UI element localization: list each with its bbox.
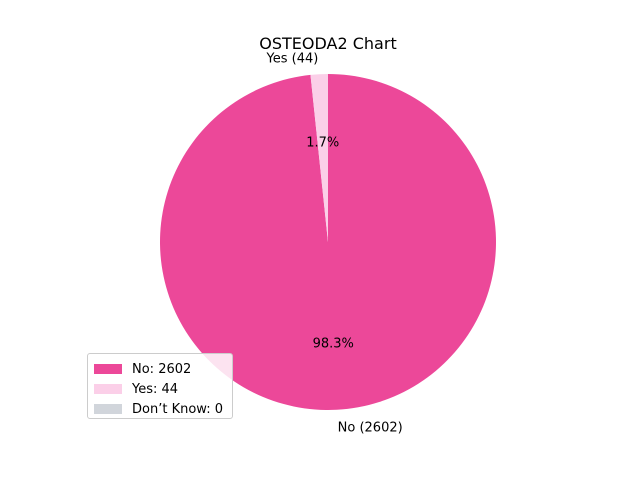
legend-label-yes: Yes: 44 [132, 381, 179, 397]
legend-label-no: No: 2602 [132, 361, 192, 377]
percent-label-yes: 1.7% [306, 135, 339, 150]
legend-swatch-no [94, 364, 122, 374]
pie-slice-no [159, 74, 496, 410]
pie-slices [159, 74, 496, 410]
legend-entry-no: No: 2602 [94, 359, 232, 379]
pie-slice-yes [310, 74, 328, 242]
chart-title: OSTEODA2 Chart [259, 34, 396, 53]
legend-entry-yes: Yes: 44 [94, 379, 232, 399]
percent-label-no: 98.3% [313, 337, 354, 352]
pie-labels: No (2602) 98.3% Yes (44) 1.7% [266, 51, 403, 435]
slice-label-yes: Yes (44) [266, 51, 319, 66]
legend-swatch-dont-know [94, 404, 122, 414]
legend-label-dont-know: Don’t Know: 0 [132, 401, 223, 417]
slice-label-no: No (2602) [338, 421, 403, 436]
legend: No: 2602 Yes: 44 Don’t Know: 0 [87, 353, 233, 419]
legend-swatch-yes [94, 384, 122, 394]
legend-entry-dont-know: Don’t Know: 0 [94, 399, 232, 419]
